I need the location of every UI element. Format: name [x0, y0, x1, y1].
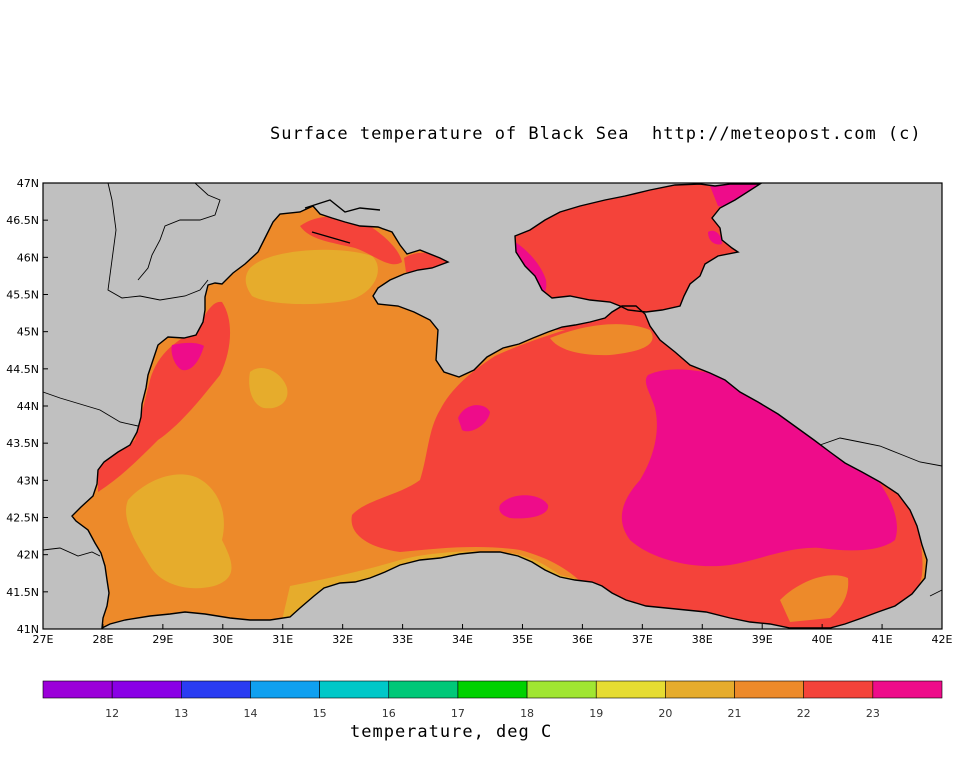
lat-tick-label: 45.5N — [6, 289, 39, 302]
borders — [42, 182, 943, 597]
colorbar-label: 15 — [313, 707, 327, 720]
colorbar-swatch — [665, 680, 735, 699]
lon-tick-label: 40E — [812, 633, 833, 646]
colorbar-label: 12 — [105, 707, 119, 720]
colorbar-swatch — [595, 680, 666, 699]
colorbar-label: 16 — [382, 707, 396, 720]
lon-tick-label: 30E — [212, 633, 233, 646]
lat-tick-label: 45N — [17, 326, 39, 339]
zone-22 — [300, 216, 402, 265]
lat-tick-label: 46.5N — [6, 214, 39, 227]
colorbar-title: temperature, deg C — [350, 722, 553, 742]
colorbar-label: 20 — [658, 707, 672, 720]
colorbar: 12 13 14 15 16 17 18 19 20 21 22 23 — [42, 680, 943, 720]
lat-tick-label: 44N — [17, 400, 39, 413]
zone-21 — [550, 324, 653, 356]
longitude-axis: 27E 28E 29E 30E 31E 32E 33E 34E 35E 36E 37E 38E 39E 4… — [33, 624, 953, 646]
colorbar-label: 17 — [451, 707, 465, 720]
lat-tick-label: 46N — [17, 251, 39, 264]
colorbar-swatch — [457, 680, 528, 699]
colorbar-swatch — [803, 680, 874, 699]
colorbar-swatch — [250, 680, 320, 699]
lon-tick-label: 39E — [752, 633, 773, 646]
lon-tick-label: 38E — [692, 633, 713, 646]
zone-20 — [245, 249, 378, 305]
lon-tick-label: 42E — [932, 633, 953, 646]
lon-tick-label: 28E — [92, 633, 113, 646]
colorbar-label: 13 — [174, 707, 188, 720]
colorbar-label: 14 — [243, 707, 257, 720]
colorbar-swatch — [111, 680, 182, 699]
lon-tick-label: 27E — [33, 633, 54, 646]
zone-23 — [708, 230, 722, 245]
lat-tick-label: 43N — [17, 474, 39, 487]
colorbar-swatch — [319, 680, 390, 699]
lat-tick-label: 44.5N — [6, 363, 39, 376]
lat-tick-label: 43.5N — [6, 437, 39, 450]
lon-tick-label: 33E — [392, 633, 413, 646]
colorbar-label: 19 — [589, 707, 603, 720]
zone-20 — [126, 474, 232, 589]
colorbar-swatch — [872, 680, 943, 699]
map-title: Surface temperature of Black Sea http://… — [270, 124, 922, 144]
zone-23 — [499, 495, 549, 519]
lon-tick-label: 37E — [632, 633, 653, 646]
zone-23 — [171, 342, 204, 371]
colorbar-swatch — [388, 680, 459, 699]
zone-23 — [458, 405, 490, 432]
lat-tick-label: 41.5N — [6, 586, 39, 599]
lon-tick-label: 29E — [152, 633, 173, 646]
coastline — [71, 183, 928, 629]
zone-21 — [780, 575, 849, 622]
colorbar-label: 21 — [728, 707, 742, 720]
lat-tick-label: 47N — [17, 177, 39, 190]
lat-tick-label: 41N — [17, 623, 39, 636]
colorbar-swatch — [42, 680, 113, 699]
colorbar-label: 22 — [797, 707, 811, 720]
colorbar-label: 18 — [520, 707, 534, 720]
colorbar-swatch — [526, 680, 597, 699]
zone-23 — [710, 184, 760, 207]
lon-tick-label: 32E — [332, 633, 353, 646]
colorbar-swatch — [181, 680, 251, 699]
zone-20 — [249, 367, 288, 409]
lat-tick-label: 42N — [17, 549, 39, 562]
lon-tick-label: 31E — [272, 633, 293, 646]
colorbar-label: 23 — [866, 707, 880, 720]
lon-tick-label: 36E — [572, 633, 593, 646]
lon-tick-label: 35E — [512, 633, 533, 646]
lon-tick-label: 34E — [452, 633, 473, 646]
zone-23 — [621, 369, 897, 567]
lat-tick-label: 42.5N — [6, 512, 39, 525]
latitude-axis: 47N 46.5N 46N 45.5N 45N 44.5N 44N 43.5N 43N 42.5N… — [6, 177, 48, 636]
lon-tick-label: 41E — [872, 633, 893, 646]
colorbar-swatch — [734, 680, 804, 699]
